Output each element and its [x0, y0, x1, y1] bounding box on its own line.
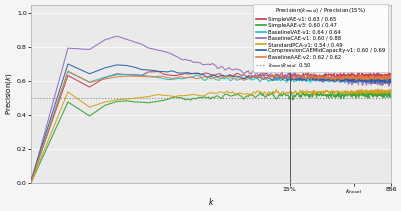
X-axis label: $k$: $k$ — [208, 196, 215, 207]
Y-axis label: Precision($k$): Precision($k$) — [4, 73, 14, 115]
Legend: SimpleVAE-v1: 0.63 / 0.65, SimpleAAE-v3: 0.60 / 0.47, BaselineVAE-v1: 0.64 / 0.6: SimpleVAE-v1: 0.63 / 0.65, SimpleAAE-v3:… — [253, 4, 389, 73]
